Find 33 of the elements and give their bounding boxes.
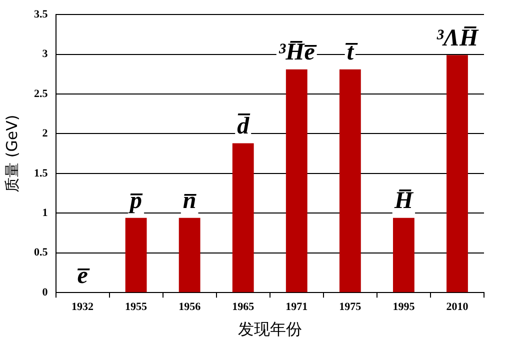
- x-tick-label: 1975: [339, 301, 362, 314]
- y-tick-label: 1: [42, 207, 48, 220]
- x-tick-label: 1965: [232, 301, 255, 314]
- annotation: n̅: [182, 188, 197, 214]
- annotation: d̅: [237, 113, 250, 140]
- x-tick-label: 2010: [446, 301, 469, 314]
- y-tick-label: 3: [42, 48, 48, 60]
- bar: [125, 218, 147, 292]
- y-tick-label: 0.5: [34, 246, 48, 259]
- y-tick-label: 1.5: [34, 167, 48, 180]
- annotation: p̅: [128, 188, 143, 214]
- annotation: ³H̅e̅: [278, 40, 318, 66]
- y-tick-label: 2.5: [34, 88, 48, 100]
- annotation: e̅: [76, 262, 90, 289]
- bar: [178, 218, 200, 292]
- bar: [339, 69, 361, 292]
- y-tick-label: 0: [42, 286, 48, 298]
- annotation: ³ΛH̅: [436, 25, 480, 52]
- bar: [392, 218, 414, 292]
- y-axis-title: 质量 (GeV): [2, 114, 21, 192]
- y-tick-label: 3.5: [34, 8, 48, 20]
- bar: [286, 69, 308, 292]
- y-tick-label: 2: [42, 128, 48, 140]
- x-axis-title: 发现年份: [238, 320, 302, 339]
- x-tick-label: 1995: [392, 301, 416, 314]
- x-tick-label: 1932: [72, 301, 94, 314]
- x-tick-label: 1955: [125, 301, 148, 314]
- annotation: H̅: [393, 188, 414, 214]
- x-tick-label: 1971: [286, 301, 308, 314]
- annotation: t̅: [344, 40, 358, 66]
- x-tick-label: 1956: [178, 301, 202, 314]
- bar: [446, 55, 468, 292]
- bar: [232, 143, 254, 292]
